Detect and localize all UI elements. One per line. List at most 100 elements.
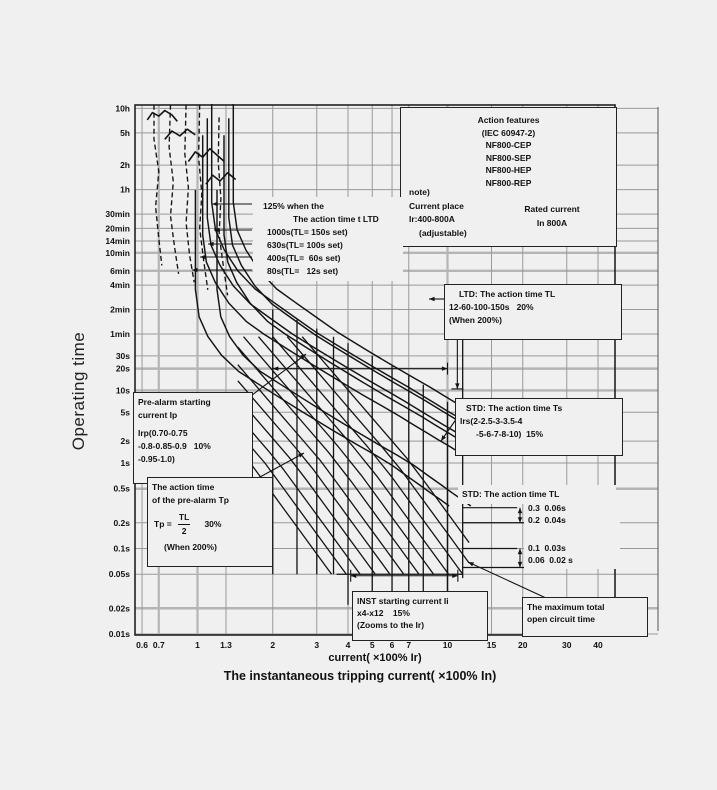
arrowhead (468, 562, 474, 567)
ltd-action-time-box: LTD: The action time TL 12-60-100-150s 2… (444, 284, 622, 340)
tick-labels: 10h 5h 2h 1h 30min 20min 14min 10min 6min 4min 2mi… (105, 103, 603, 650)
rated-current-block: Rated current In 800A (496, 202, 608, 230)
ltd-settings-line: 125% when the (263, 201, 324, 211)
ltd-curve (223, 135, 479, 452)
curve (153, 104, 163, 266)
arrowhead (441, 435, 447, 441)
x-tick-label: 1.3 (220, 640, 232, 650)
x-tick-label: 6 (390, 640, 395, 650)
arrowhead (441, 366, 448, 371)
leader-line (242, 353, 307, 403)
arrowhead (517, 517, 523, 523)
rated-line: In 800A (536, 218, 568, 228)
y-tick-label: 20min (105, 223, 130, 233)
y-tick-label: 10h (115, 103, 130, 113)
prealarm-time-when: (When 200%) (164, 542, 217, 552)
x-tick-label: 10 (443, 640, 453, 650)
x-tick-label: 15 (487, 640, 497, 650)
curve-top (187, 147, 225, 163)
std-tl-row: 0.1 0.03s (528, 543, 566, 553)
y-tick-label: 5s (121, 407, 131, 417)
ltd-settings-line: 630s(TL= 100s set) (267, 240, 343, 250)
prealarm-time-formula: Tp = TL 2 30% (152, 511, 268, 538)
ltd-settings-line: 1000s(TL= 150s set) (267, 227, 348, 237)
y-tick-label: 10min (105, 248, 130, 258)
formula-fraction: TL 2 (177, 511, 191, 538)
curve (184, 104, 195, 283)
inst-line: (Zooms to the Ir) (357, 620, 425, 630)
y-tick-label: 30min (105, 209, 130, 219)
std-tl-values: 0.3 0.06s 0.2 0.04s 0.1 0.03s 0.06 0.02 … (524, 499, 620, 569)
std-mesh-line (286, 336, 470, 564)
x-tick-label: 20 (518, 640, 528, 650)
x-tick-label: 30 (562, 640, 572, 650)
prealarm-current-line: current Ip (138, 410, 178, 420)
action-line: NF800-REP (485, 177, 532, 188)
curve (168, 104, 180, 275)
arrowhead (429, 296, 435, 302)
curves (146, 104, 488, 605)
leader-line (467, 561, 547, 599)
std-tl-row: 0.06 0.02 s (528, 555, 573, 565)
arrowhead (350, 573, 357, 578)
x-tick-label: 7 (406, 640, 411, 650)
y-tick-label: 2min (110, 305, 130, 315)
ltd-box-line: LTD: The action time TL (459, 289, 556, 299)
y-tick-label: 0.1s (113, 544, 130, 554)
arrowhead (517, 548, 523, 555)
arrowhead (272, 366, 279, 371)
y-tick-label: 10s (116, 385, 130, 395)
prealarm-time-line: The action time (152, 482, 215, 492)
x-tick-label: 5 (370, 640, 375, 650)
x-axis-title: current( ×100% Ir) (328, 652, 422, 664)
prealarm-time-line: of the pre-alarm Tp (152, 495, 229, 505)
action-features-box: Action features (IEC 60947-2) NF800-CEP … (400, 107, 617, 247)
y-tick-label: 1min (110, 329, 130, 339)
ltd-curve (210, 104, 466, 423)
std-mesh-line (272, 336, 464, 575)
rated-line: Rated current (524, 204, 580, 214)
arrowhead (517, 507, 523, 514)
arrowhead (192, 267, 198, 273)
y-tick-label: 2s (121, 436, 131, 446)
arrowhead (517, 561, 523, 568)
action-features-title: Action features (IEC 60947-2) NF800-CEP … (401, 114, 616, 189)
y-tick-label: 0.05s (109, 569, 131, 579)
action-line: NF800-SEP (485, 152, 532, 163)
std-tl-title: STD: The action time TL (462, 489, 560, 499)
max-open-line: The maximum total (527, 602, 605, 612)
arrowhead (455, 383, 460, 389)
std-mesh-line (243, 336, 435, 575)
y-tick-label: 2h (120, 160, 130, 170)
curve-top (146, 109, 178, 122)
ltd-curve (206, 118, 462, 437)
std-ts-box: STD: The action time Ts Irs(2-2.5-3-3.5-… (455, 398, 623, 456)
std-mesh-line (258, 336, 450, 575)
y-tick-label: 1s (121, 458, 131, 468)
prealarm-time-box: The action time of the pre-alarm Tp Tp =… (147, 477, 273, 567)
ltd-settings-label: 125% when the The action time t LTD 1000… (253, 197, 403, 281)
x-tick-label: 0.7 (153, 640, 165, 650)
action-line: NF800-CEP (485, 140, 532, 150)
prealarm-current-line: -0.8-0.85-0.9 10% (138, 441, 211, 451)
ltd-curve (201, 135, 457, 452)
prealarm-current-line: -0.95-1.0) (138, 454, 175, 464)
y-tick-label: 0.5s (113, 484, 130, 494)
prealarm-current-line: Pre-alarm starting (138, 397, 211, 407)
y-tick-label: 0.02s (109, 603, 131, 613)
arrowhead (212, 201, 218, 207)
curve (197, 104, 209, 290)
y-tick-label: 0.01s (109, 629, 131, 639)
arrowhead (208, 241, 214, 247)
x-tick-label: 3 (314, 640, 319, 650)
formula-lhs: Tp = (154, 519, 172, 529)
std-mesh-line (237, 397, 376, 575)
std-tl-row: 0.3 0.06s (528, 503, 566, 513)
y-tick-label: 5h (120, 128, 130, 138)
arrowhead (298, 453, 304, 458)
y-tick-label: 0.2s (113, 518, 130, 528)
prealarm-current-line: Irp(0.70-0.75 (138, 428, 188, 438)
y-tick-label: 4min (110, 280, 130, 290)
note-line: (adjustable) (419, 227, 467, 238)
